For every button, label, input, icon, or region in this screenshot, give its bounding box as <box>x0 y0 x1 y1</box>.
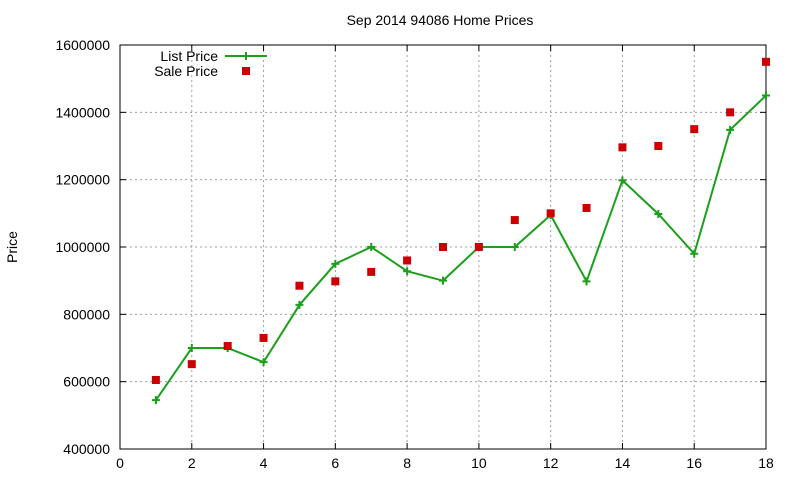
legend-entry-list-price: List Price <box>160 48 267 64</box>
list-price-point <box>654 210 663 219</box>
list-price-point <box>510 243 519 251</box>
list-price-point <box>259 358 268 367</box>
sale-price-point <box>474 243 483 251</box>
y-tick-label: 1600000 <box>55 37 110 53</box>
list-price-point <box>726 125 735 134</box>
tick-labels: 0 2 4 6 8 10 12 14 16 18 400000 600000 800000 1000000… <box>55 37 774 471</box>
list-price-point <box>439 276 447 285</box>
grid-lines <box>120 45 766 449</box>
sale-price-point <box>259 333 268 342</box>
x-tick-label: 18 <box>758 455 774 471</box>
list-price-point <box>762 91 770 100</box>
series-list-price <box>151 91 770 405</box>
sale-price-point <box>295 281 304 290</box>
list-price-point <box>187 344 196 352</box>
sale-price-point <box>726 108 735 117</box>
chart-title: Sep 2014 94086 Home Prices <box>347 12 534 28</box>
y-tick-label: 600000 <box>63 374 110 390</box>
x-tick-label: 14 <box>615 455 631 471</box>
legend-entry-sale-price: Sale Price <box>154 63 250 79</box>
sale-price-point <box>582 203 591 212</box>
list-price-point <box>331 259 340 268</box>
sale-price-point <box>367 267 376 276</box>
x-tick-label: 8 <box>403 455 411 471</box>
list-price-point <box>367 243 376 251</box>
x-tick-label: 12 <box>543 455 559 471</box>
list-price-point <box>403 267 412 276</box>
x-tick-label: 6 <box>331 455 339 471</box>
sale-price-point <box>762 57 770 66</box>
x-tick-label: 16 <box>686 455 702 471</box>
legend-label: List Price <box>160 48 218 64</box>
list-price-point <box>295 300 304 309</box>
legend-square-marker <box>242 67 250 75</box>
sale-price-point <box>223 341 232 350</box>
series-sale-price <box>151 57 770 384</box>
legend-label: Sale Price <box>154 63 218 79</box>
sale-price-point <box>439 243 447 251</box>
sale-price-point <box>546 209 555 218</box>
sale-price-point <box>187 360 196 369</box>
list-price-point <box>690 249 699 258</box>
sale-price-point <box>690 125 699 134</box>
y-tick-label: 1400000 <box>55 104 110 120</box>
y-tick-label: 400000 <box>63 441 110 457</box>
y-tick-label: 1200000 <box>55 172 110 188</box>
legend-plus-marker <box>242 52 250 60</box>
axes <box>119 44 767 450</box>
sale-price-point <box>331 277 340 286</box>
y-tick-label: 800000 <box>63 306 110 322</box>
list-price-point <box>618 176 627 185</box>
sale-price-point <box>654 142 663 150</box>
y-axis-label: Price <box>4 231 20 263</box>
sale-price-point <box>151 375 160 384</box>
y-tick-label: 1000000 <box>55 239 110 255</box>
x-tick-label: 4 <box>260 455 268 471</box>
x-tick-label: 0 <box>116 455 124 471</box>
sale-price-point <box>403 256 412 265</box>
sale-price-point <box>618 143 627 152</box>
x-tick-label: 10 <box>471 455 487 471</box>
x-tick-label: 2 <box>188 455 196 471</box>
list-price-point <box>151 396 160 405</box>
list-price-point <box>582 277 591 286</box>
sale-price-point <box>510 216 519 225</box>
list-price-line <box>155 94 767 401</box>
data-series <box>151 57 770 405</box>
